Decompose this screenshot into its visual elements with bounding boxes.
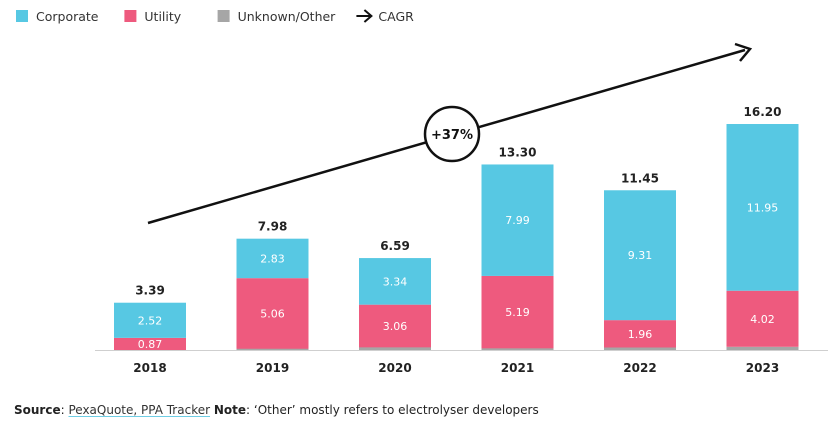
note-label: Note: [213, 403, 247, 417]
chart-footer: Source: PexaQuote, PPA Tracker Note: ‘Ot…: [14, 403, 539, 417]
legend-swatch-unknown-other: [217, 10, 230, 22]
bar-segment-corporate: [726, 124, 799, 291]
cagr-arrow-head: [734, 42, 753, 62]
cagr-label: +37%: [431, 128, 473, 143]
total-label: 6.59: [380, 239, 410, 253]
bar-segment-utility: [236, 278, 309, 349]
bar-segment-unknown-other: [726, 346, 799, 350]
bar-segment-unknown-other: [481, 347, 554, 350]
legend-swatch-corporate: [16, 10, 28, 22]
data-label: 3.06: [383, 320, 408, 333]
data-label: 3.34: [383, 275, 408, 288]
x-tick-label: 2019: [256, 361, 289, 375]
data-label: 5.19: [505, 306, 530, 319]
total-label: 16.20: [744, 105, 782, 119]
bar-segment-corporate: [359, 258, 431, 305]
bar-segment-utility: [114, 337, 186, 350]
bar-segment-utility: [604, 320, 676, 348]
total-label: 3.39: [135, 284, 165, 298]
total-label: 13.30: [499, 145, 537, 159]
data-label: 7.99: [505, 214, 530, 227]
x-tick-label: 2021: [501, 361, 534, 375]
bar-segment-utility: [359, 304, 431, 348]
data-label: 9.31: [628, 249, 653, 262]
total-label: 7.98: [258, 220, 288, 234]
data-label: 4.02: [750, 313, 775, 326]
bar-segment-unknown-other: [604, 347, 676, 350]
bar-segment-utility: [481, 275, 554, 349]
source-label: Source: [14, 403, 61, 417]
legend-label: CAGR: [378, 9, 414, 24]
cagr-badge: [423, 105, 481, 163]
x-tick-label: 2022: [623, 361, 656, 375]
note-text: : ‘Other’ mostly refers to electrolyser …: [246, 403, 539, 417]
data-label: 2.52: [138, 314, 163, 327]
cagr-arrow-icon-head: [363, 9, 373, 23]
data-label: 11.95: [747, 201, 779, 214]
chart: Corporate Utility Unknown/Other CAGR 0.87 2.5…: [16, 9, 828, 375]
data-label: 5.06: [260, 307, 285, 320]
data-label: 0.87: [138, 338, 163, 351]
x-tick-label: 2023: [746, 361, 779, 375]
source-link[interactable]: PexaQuote, PPA Tracker: [68, 403, 211, 417]
bar-segment-corporate: [236, 238, 309, 279]
bar-segment-corporate: [481, 164, 554, 276]
legend-swatch-utility: [124, 10, 137, 22]
x-tick-label: 2020: [378, 361, 411, 375]
bar-segment-unknown-other: [359, 347, 431, 350]
bar-segment-utility: [726, 290, 799, 347]
bar-segment-corporate: [114, 302, 186, 338]
bar-segment-corporate: [604, 190, 676, 321]
total-label: 11.45: [621, 171, 659, 185]
legend-label: Corporate: [36, 9, 99, 24]
x-tick-label: 2018: [133, 361, 166, 375]
legend-label: Utility: [144, 9, 181, 24]
legend-label: Unknown/Other: [238, 9, 337, 24]
data-label: 2.83: [260, 252, 285, 265]
data-label: 1.96: [628, 328, 653, 341]
